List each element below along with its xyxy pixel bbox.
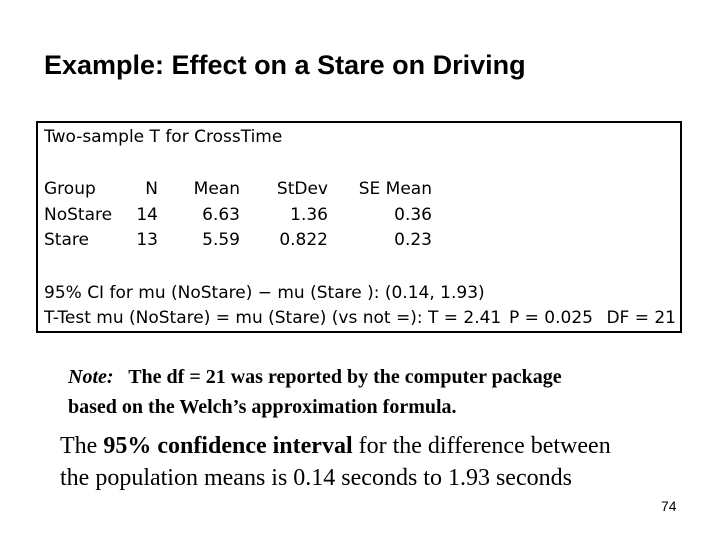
conclusion-bold-2: interval [272,433,353,459]
note-line-1: Note: The df = 21 was reported by the co… [68,366,562,388]
page-number: 74 [661,498,677,514]
table-row-stare: Stare 13 5.59 0.822 0.23 [38,230,678,252]
cell-group: Stare [44,230,89,250]
conclusion-part-3: for the difference between [352,433,611,459]
slide-title: Example: Effect on a Stare on Driving [44,50,526,80]
note-line-2: based on the Welch’s approximation formu… [68,396,457,418]
table-header-row: Group N Mean StDev SE Mean [38,179,678,201]
conclusion-line-1: The 95% confidence interval for the diff… [60,430,611,462]
conclusion-text: The 95% confidence interval for the diff… [60,430,611,494]
cell-n: 13 [136,230,158,250]
note-line-1-rest: The df = 21 was reported by the computer… [128,366,562,388]
cell-stdev: 0.822 [279,230,328,250]
cell-group: NoStare [44,205,113,225]
p-value: P = 0.025 [509,308,593,328]
cell-mean: 6.63 [202,205,240,225]
conclusion-line-2: the population means is 0.14 seconds to … [60,465,572,491]
cell-mean: 5.59 [202,230,240,250]
header-se-mean: SE Mean [358,179,432,199]
header-n: N [145,179,158,199]
note-label: Note [68,366,107,388]
header-stdev: StDev [276,179,328,199]
degrees-of-freedom: DF = 21 [606,308,676,328]
conclusion-bold-1: 95% confidence [103,433,267,459]
ttest-line: T-Test mu (NoStare) = mu (Stare) (vs not… [44,308,676,330]
conclusion-part-1: The [60,433,104,459]
note-text: Note: The df = 21 was reported by the co… [68,362,562,422]
cell-se-mean: 0.36 [394,205,432,225]
cell-n: 14 [136,205,158,225]
ttest-statistic: T-Test mu (NoStare) = mu (Stare) (vs not… [44,308,502,328]
header-group: Group [44,179,96,199]
cell-stdev: 1.36 [290,205,328,225]
minitab-output-box: Two-sample T for CrossTime Group N Mean … [36,121,682,333]
table-row-nostare: NoStare 14 6.63 1.36 0.36 [38,205,678,227]
confidence-interval-line: 95% CI for mu (NoStare) − mu (Stare ): (… [44,283,485,303]
header-mean: Mean [193,179,240,199]
cell-se-mean: 0.23 [394,230,432,250]
output-title: Two-sample T for CrossTime [44,127,283,147]
